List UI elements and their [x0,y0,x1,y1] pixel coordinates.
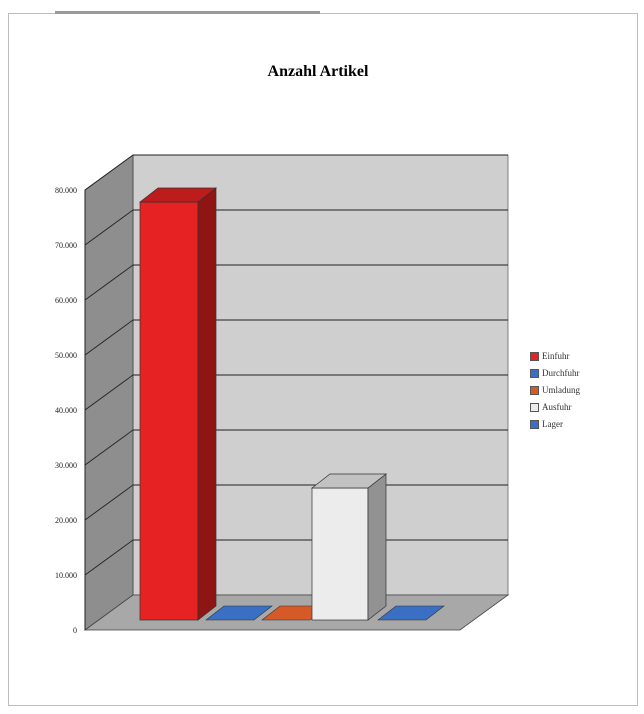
top-border-accent [55,11,320,14]
y-tick-label: 20.000 [55,516,77,525]
bar-top-ausfuhr [310,473,388,489]
bar-side-ausfuhr [367,473,387,621]
legend-label: Durchfuhr [542,368,580,378]
gridline-side [84,209,134,246]
bar-einfuhr [139,201,199,621]
y-tick-label: 10.000 [55,571,77,580]
y-tick-label: 0 [73,626,77,635]
gridline-side [84,374,134,411]
legend-item: Umladung [530,382,640,399]
legend-item: Durchfuhr [530,365,640,382]
y-tick-label: 30.000 [55,461,77,470]
legend-swatch [530,352,539,361]
legend-swatch [530,386,539,395]
legend-label: Einfuhr [542,351,570,361]
bar-top-einfuhr [138,187,218,203]
legend-label: Ausfuhr [542,402,572,412]
legend-swatch [530,403,539,412]
legend-swatch [530,420,539,429]
y-tick-label: 40.000 [55,406,77,415]
legend-swatch [530,369,539,378]
y-tick-label: 50.000 [55,351,77,360]
plot-area: 0 10.000 20.000 30.000 40.000 50.000 60.000 70.… [55,154,510,635]
y-tick-label: 60.000 [55,296,77,305]
y-tick-label: 70.000 [55,241,77,250]
legend-item: Ausfuhr [530,399,640,416]
gridline-side [84,429,134,466]
gridline-side [84,264,134,301]
legend: Einfuhr Durchfuhr Umladung Ausfuhr Lager [530,348,640,433]
chart-title: Anzahl Artikel [268,63,369,80]
gridline-side [84,539,134,576]
bar-lager [377,605,445,621]
gridline-side [84,484,134,521]
gridline-side [84,154,134,191]
bar-ausfuhr [311,487,369,621]
gridline-side [84,319,134,356]
legend-item: Lager [530,416,640,433]
legend-label: Lager [542,419,563,429]
bar-side-einfuhr [197,187,217,621]
legend-item: Einfuhr [530,348,640,365]
y-tick-label: 80.000 [55,186,77,195]
legend-label: Umladung [542,385,580,395]
bar-durchfuhr [205,605,273,621]
